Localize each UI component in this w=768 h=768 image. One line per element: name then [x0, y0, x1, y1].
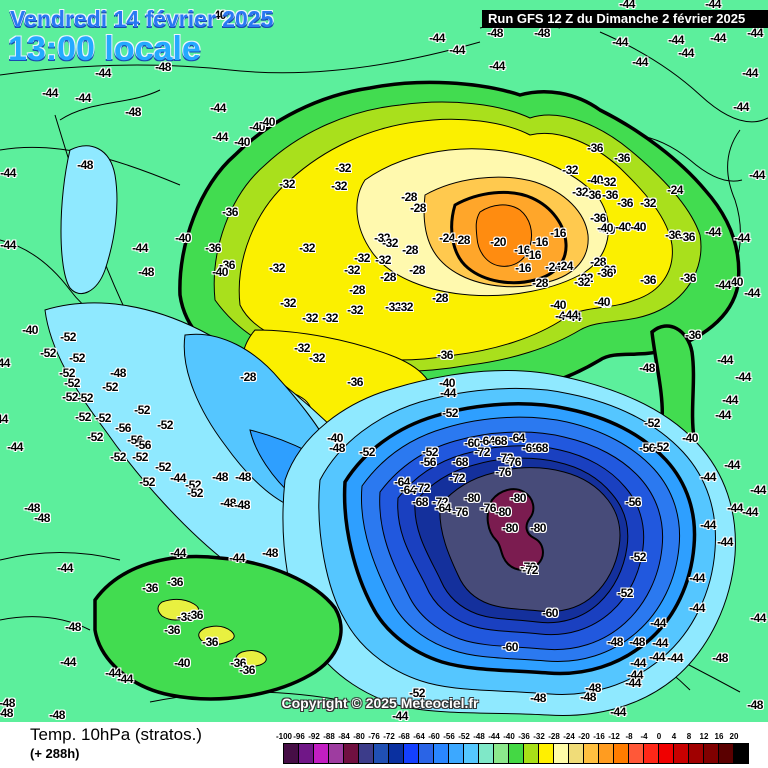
warm-region: [178, 80, 741, 472]
scale-tick: -60: [428, 732, 440, 741]
scale-swatch: [449, 744, 463, 763]
scale-swatch: [494, 744, 508, 763]
scale-tick: -96: [293, 732, 305, 741]
scale-tick: 12: [699, 732, 709, 741]
map-canvas[interactable]: -40 -44 -44 -44 -44 -48 -44 -44 -48 -44 -44 -44 -48-…: [0, 0, 768, 722]
blob-yellow-patch-3: [235, 650, 267, 667]
blob-yellow-patch-1: [157, 598, 199, 621]
legend-bar: Temp. 10hPa (stratos.) (+ 288h) -100 -96-…: [0, 722, 768, 768]
blob-yellow-patch-2: [198, 625, 235, 646]
scale-tick: -68: [398, 732, 410, 741]
scale-tick: -88: [323, 732, 335, 741]
scale-tick: 16: [714, 732, 724, 741]
copyright-label: Copyright © 2025 Meteociel.fr: [281, 695, 479, 711]
scale-swatch: [404, 744, 418, 763]
scale-swatch: [569, 744, 583, 763]
scale-swatch: [314, 744, 328, 763]
scale-swatch: [434, 744, 448, 763]
scale-swatch: [689, 744, 703, 763]
scale-tick: -80: [353, 732, 365, 741]
scale-swatch: [329, 744, 343, 763]
scale-tick: -8: [625, 732, 633, 741]
scale-tick: -24: [563, 732, 575, 741]
scale-tick: -36: [518, 732, 530, 741]
scale-tick: -40: [503, 732, 515, 741]
scale-swatch: [299, 744, 313, 763]
polar-vortex: [282, 369, 736, 716]
scale-tick: -72: [383, 732, 395, 741]
parameter-title: Temp. 10hPa (stratos.): [30, 725, 202, 744]
scale-swatch: [659, 744, 673, 763]
scale-swatch: [509, 744, 523, 763]
scale-tick: -4: [640, 732, 648, 741]
color-scale-ticks: -100 -96 -92 -88 -84 -80 -76 -72 -68 -64 -60 -56 -52…: [0, 732, 768, 741]
scale-swatch: [629, 744, 643, 763]
scale-tick: 8: [686, 732, 692, 741]
date-label: Vendredi 14 février 2025: [10, 6, 274, 32]
scale-swatch: [584, 744, 598, 763]
scale-tick: -56: [443, 732, 455, 741]
scale-tick: -92: [308, 732, 320, 741]
scale-swatch: [464, 744, 478, 763]
scale-swatch: [479, 744, 493, 763]
scale-swatch: [539, 744, 553, 763]
scale-tick: -20: [578, 732, 590, 741]
scale-swatch: [734, 744, 748, 763]
alaska-cyan: [60, 145, 118, 294]
southwest-green-blob: [93, 554, 343, 701]
scale-tick: -52: [458, 732, 470, 741]
scale-swatch: [554, 744, 568, 763]
scale-swatch: [344, 744, 358, 763]
scale-tick: -16: [593, 732, 605, 741]
color-scale: [283, 743, 749, 764]
weather-map-svg: [0, 0, 768, 722]
contour-minus16: [475, 204, 533, 267]
scale-swatch: [644, 744, 658, 763]
scale-tick: -28: [548, 732, 560, 741]
scale-tick: -44: [488, 732, 500, 741]
scale-tick: -48: [473, 732, 485, 741]
scale-swatch: [614, 744, 628, 763]
scale-swatch: [374, 744, 388, 763]
scale-swatch: [419, 744, 433, 763]
scale-tick: -84: [338, 732, 350, 741]
scale-tick: -32: [533, 732, 545, 741]
scale-tick: 4: [671, 732, 677, 741]
scale-swatch: [704, 744, 718, 763]
scale-swatch: [284, 744, 298, 763]
scale-swatch: [389, 744, 403, 763]
model-run-banner: Run GFS 12 Z du Dimanche 2 février 2025: [482, 10, 768, 28]
scale-tick: 20: [729, 732, 739, 741]
scale-swatch: [719, 744, 733, 763]
scale-tick: -12: [608, 732, 620, 741]
scale-tick: -76: [368, 732, 380, 741]
scale-tick: -100: [275, 732, 293, 741]
forecast-hour: (+ 288h): [30, 746, 80, 761]
scale-tick: 0: [656, 732, 662, 741]
scale-swatch: [524, 744, 538, 763]
scale-tick: -64: [413, 732, 425, 741]
scale-swatch: [359, 744, 373, 763]
vortex-minus84-core: [486, 488, 544, 571]
local-time-label: 13:00 locale: [8, 30, 201, 68]
scale-swatch: [674, 744, 688, 763]
scale-swatch: [599, 744, 613, 763]
